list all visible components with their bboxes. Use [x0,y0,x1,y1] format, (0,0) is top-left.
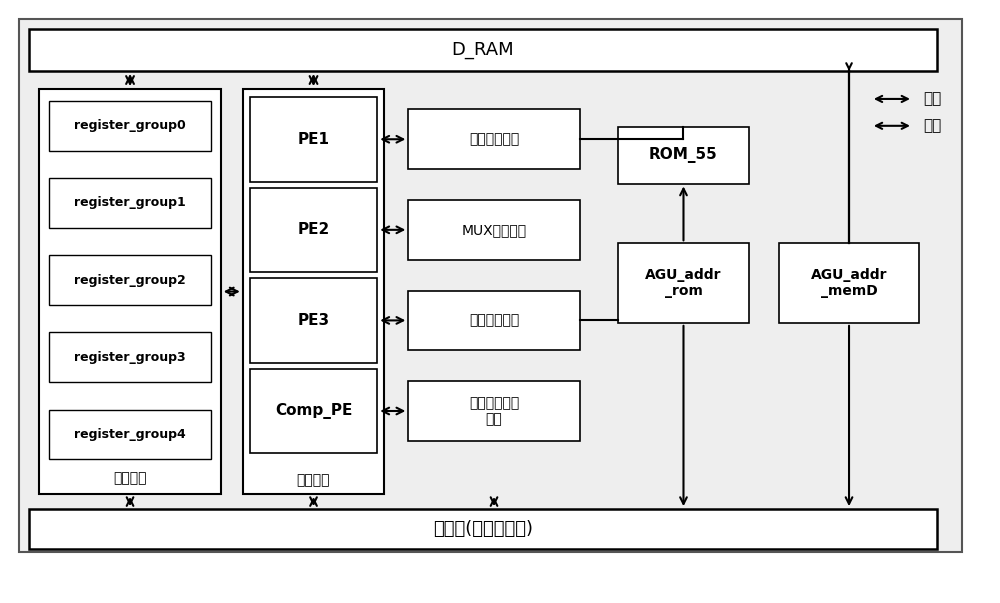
Text: register_group2: register_group2 [74,274,186,286]
Text: register_group4: register_group4 [74,428,186,441]
FancyBboxPatch shape [779,243,919,323]
Text: AGU_addr
_memD: AGU_addr _memD [811,268,887,298]
FancyBboxPatch shape [49,255,211,305]
Text: D_RAM: D_RAM [452,41,514,59]
FancyBboxPatch shape [408,200,580,260]
Text: register_group3: register_group3 [74,351,186,364]
Text: register_group1: register_group1 [74,197,186,209]
Text: 系统延时模块: 系统延时模块 [469,132,519,147]
FancyBboxPatch shape [243,89,384,494]
FancyBboxPatch shape [618,127,749,183]
FancyBboxPatch shape [618,243,749,323]
FancyBboxPatch shape [29,509,937,549]
Text: 控制器(有限状态机): 控制器(有限状态机) [433,520,533,538]
Text: ROM_55: ROM_55 [649,147,718,163]
FancyBboxPatch shape [49,101,211,151]
FancyBboxPatch shape [39,89,221,494]
Text: PE1: PE1 [298,131,330,147]
Text: AGU_addr
_rom: AGU_addr _rom [645,268,722,298]
FancyBboxPatch shape [250,97,377,182]
Text: MUX配置模块: MUX配置模块 [461,223,527,237]
Text: Comp_PE: Comp_PE [275,403,352,419]
FancyBboxPatch shape [49,178,211,228]
FancyBboxPatch shape [408,291,580,350]
Text: PE3: PE3 [297,313,330,328]
Text: 信号源数估计
模块: 信号源数估计 模块 [469,396,519,426]
Text: 数据: 数据 [923,92,941,107]
Text: 计算控制模块: 计算控制模块 [469,314,519,327]
FancyBboxPatch shape [49,409,211,459]
Text: register_group0: register_group0 [74,119,186,132]
Text: 处理单元: 处理单元 [297,473,330,487]
FancyBboxPatch shape [408,381,580,441]
FancyBboxPatch shape [29,30,937,71]
FancyBboxPatch shape [19,19,962,552]
Text: PE2: PE2 [297,223,330,238]
Text: 寄存器组: 寄存器组 [113,471,147,485]
FancyBboxPatch shape [49,332,211,382]
Text: 控制: 控制 [923,118,941,133]
FancyBboxPatch shape [250,188,377,272]
FancyBboxPatch shape [408,109,580,169]
FancyBboxPatch shape [250,368,377,453]
FancyBboxPatch shape [250,278,377,363]
